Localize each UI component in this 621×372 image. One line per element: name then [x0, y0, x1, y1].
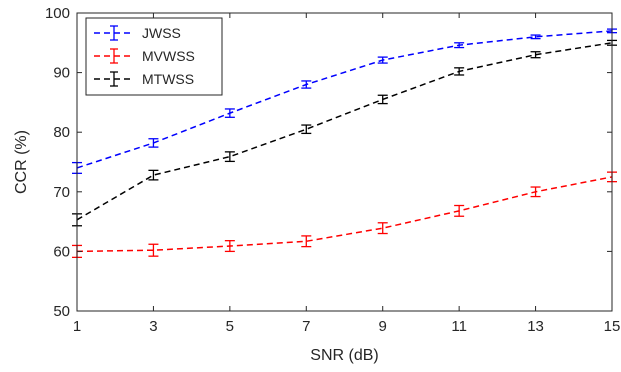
error-bar-mtwss-11 [454, 67, 465, 76]
error-bar-mtwss-9 [377, 94, 388, 105]
x-tick-label: 5 [226, 318, 234, 335]
legend: JWSS MVWSS MTWSS [85, 17, 223, 96]
error-bar-mtwss-5 [224, 151, 235, 163]
x-axis-label: SNR (dB) [310, 347, 378, 364]
x-tick-label: 7 [302, 318, 310, 335]
y-tick-label: 80 [53, 124, 70, 141]
error-bar-mvwss-5 [224, 240, 235, 253]
legend-label: JWSS [142, 25, 181, 41]
error-bar-jwss-13 [530, 34, 541, 40]
series-line-jwss [76, 30, 613, 169]
series-mtwss [72, 39, 617, 227]
series-layer [72, 28, 617, 259]
y-tick-label: 50 [53, 303, 70, 320]
y-tick-label: 90 [53, 65, 70, 82]
axes-box [76, 12, 613, 312]
x-tick-label: 9 [379, 318, 387, 335]
y-axis-label: CCR (%) [13, 130, 30, 194]
y-tick-label: 70 [53, 184, 70, 201]
error-bar-jwss-3 [148, 138, 159, 148]
series-line-mtwss [76, 42, 613, 221]
error-bar-mtwss-3 [148, 169, 159, 181]
legend-item-mvwss: MVWSS [94, 48, 195, 64]
error-bar-mtwss-13 [530, 51, 541, 59]
error-bar-jwss-11 [454, 42, 465, 49]
y-tick-label: 100 [45, 5, 70, 22]
error-bar-mvwss-3 [148, 243, 159, 257]
x-tick-label: 15 [604, 318, 621, 335]
error-bar-mtwss-7 [301, 124, 312, 135]
legend-label: MVWSS [142, 48, 195, 64]
x-tick-label: 13 [527, 318, 544, 335]
error-bar-jwss-9 [377, 56, 388, 64]
error-bar-mvwss-7 [301, 235, 312, 248]
error-bar-jwss-7 [301, 80, 312, 89]
error-bar-jwss-5 [224, 108, 235, 118]
x-tick-label: 11 [451, 318, 467, 335]
x-tick-label: 3 [149, 318, 157, 335]
error-bar-mvwss-13 [530, 186, 541, 198]
legend-item-jwss: JWSS [94, 25, 181, 41]
error-bar-mvwss-11 [454, 204, 465, 217]
x-tick-label: 1 [73, 318, 81, 335]
legend-label: MTWSS [142, 71, 194, 87]
legend-item-mtwss: MTWSS [94, 71, 194, 87]
series-line-mvwss [76, 176, 613, 253]
y-tick-label: 60 [53, 243, 70, 260]
error-bar-mvwss-9 [377, 222, 388, 235]
